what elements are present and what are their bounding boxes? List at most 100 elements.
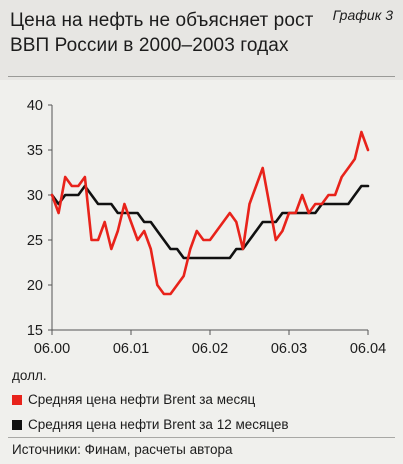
data-point-12-month xyxy=(189,257,192,259)
x-tick-label: 06.00 xyxy=(34,341,70,357)
data-point-12-month xyxy=(248,239,251,241)
data-point-month xyxy=(261,167,264,169)
data-point-month xyxy=(51,194,53,196)
data-point-month xyxy=(110,248,113,250)
legend-swatch-black xyxy=(12,419,22,430)
y-tick-label: 35 xyxy=(27,143,43,159)
y-unit-label: долл. xyxy=(12,368,47,383)
data-point-month xyxy=(334,194,336,196)
data-point-12-month xyxy=(274,221,277,223)
data-point-12-month xyxy=(202,257,205,259)
y-tick-label: 30 xyxy=(27,188,43,204)
data-point-12-month xyxy=(353,194,356,196)
data-point-12-month xyxy=(360,185,363,187)
data-point-month xyxy=(353,158,356,160)
x-tick-label: 06.02 xyxy=(192,341,228,357)
header-divider xyxy=(8,76,395,77)
data-point-month xyxy=(64,176,67,178)
data-point-12-month xyxy=(110,203,113,205)
data-point-month xyxy=(130,221,132,223)
title-line-2: ВВП России в 2000–2003 годах xyxy=(10,35,289,56)
data-point-12-month xyxy=(222,257,225,259)
data-point-12-month xyxy=(136,212,139,214)
data-point-12-month xyxy=(340,203,343,205)
data-point-month xyxy=(222,221,225,223)
data-point-12-month xyxy=(143,221,146,223)
data-point-12-month xyxy=(301,212,304,214)
data-point-month xyxy=(367,149,369,151)
figure-badge: График 3 xyxy=(332,7,393,23)
data-point-12-month xyxy=(261,221,264,223)
data-point-month xyxy=(163,293,165,295)
data-point-12-month xyxy=(228,257,231,259)
data-point-month xyxy=(97,239,99,241)
data-point-month xyxy=(149,248,152,250)
x-tick-label: 06.04 xyxy=(350,341,386,357)
legend-swatch-red xyxy=(12,394,22,405)
data-point-month xyxy=(182,275,185,277)
legend-item-month: Средняя цена нефти Brent за месяц xyxy=(12,392,255,407)
series-line-month xyxy=(50,130,370,296)
data-point-month xyxy=(215,230,218,232)
data-point-month xyxy=(57,212,60,214)
data-point-month xyxy=(84,176,86,178)
data-point-month xyxy=(143,230,146,232)
data-point-12-month xyxy=(268,221,271,223)
chart-title: Цена на нефть не объясняет рост ВВП Росс… xyxy=(10,8,330,58)
data-point-12-month xyxy=(130,212,132,214)
data-point-month xyxy=(169,293,172,295)
y-tick-label: 20 xyxy=(27,278,43,294)
chart-panel xyxy=(0,80,403,464)
data-point-12-month xyxy=(176,248,179,250)
data-point-month xyxy=(294,212,297,214)
data-point-month xyxy=(321,203,323,205)
data-point-12-month xyxy=(327,203,330,205)
oil-price-line-chart: 15 20 25 30 35 40 06.00 06.01 06.02 06.03 06.04 xyxy=(27,98,386,357)
data-point-month xyxy=(248,203,251,205)
data-point-12-month xyxy=(90,194,93,196)
data-point-12-month xyxy=(255,230,257,232)
source-note: Источники: Финам, расчеты автора xyxy=(12,442,233,457)
data-point-month xyxy=(103,221,106,223)
data-point-12-month xyxy=(169,248,172,250)
y-tick-label: 40 xyxy=(27,98,43,114)
data-point-month xyxy=(347,167,350,169)
data-point-month xyxy=(195,230,198,232)
data-point-month xyxy=(90,239,93,241)
data-point-month xyxy=(77,185,80,187)
data-point-month xyxy=(360,131,363,133)
data-point-month xyxy=(228,212,231,214)
legend-item-12-month: Средняя цена нефти Brent за 12 месяцев xyxy=(12,417,289,432)
data-point-month xyxy=(307,212,310,214)
data-point-12-month xyxy=(215,257,218,259)
data-point-12-month xyxy=(123,212,126,214)
data-point-month xyxy=(314,203,317,205)
data-point-month xyxy=(301,194,304,196)
data-point-month xyxy=(189,248,192,250)
data-point-month xyxy=(235,221,238,223)
data-point-month xyxy=(255,185,257,187)
data-point-12-month xyxy=(281,212,284,214)
title-line-1: Цена на нефть не объясняет рост xyxy=(10,10,314,31)
x-tick-label: 06.03 xyxy=(271,341,307,357)
legend-label-month: Средняя цена нефти Brent за месяц xyxy=(28,392,256,407)
data-point-month xyxy=(288,212,290,214)
data-point-12-month xyxy=(156,230,159,232)
data-point-12-month xyxy=(70,194,73,196)
data-point-month xyxy=(202,239,205,241)
data-point-month xyxy=(268,203,271,205)
data-point-12-month xyxy=(182,257,185,259)
data-point-12-month xyxy=(314,212,317,214)
data-point-12-month xyxy=(235,248,238,250)
data-point-12-month xyxy=(116,212,119,214)
data-point-month xyxy=(116,230,119,232)
data-point-12-month xyxy=(195,257,198,259)
data-point-month xyxy=(340,176,343,178)
data-point-month xyxy=(156,284,159,286)
x-tick-label: 06.01 xyxy=(113,341,149,357)
data-point-12-month xyxy=(97,203,99,205)
data-point-12-month xyxy=(163,239,165,241)
legend-label-12-month: Средняя цена нефти Brent за 12 месяцев xyxy=(28,417,289,432)
data-point-month xyxy=(70,185,73,187)
series-line-12-month xyxy=(50,184,370,260)
